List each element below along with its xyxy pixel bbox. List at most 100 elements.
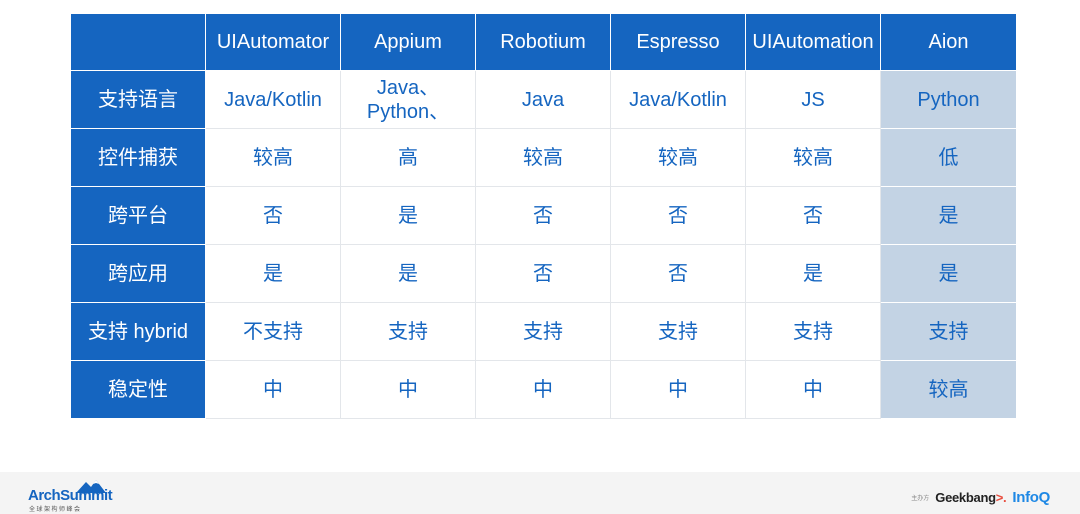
geekbang-logo-text: Geekbang [935, 489, 996, 505]
cell-text: Java/Kotlin [629, 88, 727, 111]
cell-text: 是 [938, 204, 959, 227]
table-cell: 较高 [610, 128, 746, 187]
table-cell: Java、 Python、 [340, 70, 476, 129]
table-row: 支持语言 Java/Kotlin Java、 Python、 Java Java/Kotl… [70, 70, 1017, 129]
cell-text: 较高 [253, 146, 293, 169]
table-cell: 是 [745, 244, 881, 303]
cell-text: 支持 [658, 320, 698, 343]
cell-text: 中 [533, 378, 553, 401]
table-cell: Java/Kotlin [610, 70, 746, 129]
cell-text: 支持 [928, 320, 969, 343]
organizer-caption: 主办方 [911, 495, 930, 502]
column-header: Appium [340, 13, 476, 71]
table-cell: 中 [745, 360, 881, 419]
cell-text: 是 [398, 204, 418, 227]
column-header: UIAutomator [205, 13, 341, 71]
table-cell-highlighted: Python [880, 70, 1017, 129]
table-cell: 否 [610, 186, 746, 245]
cell-text: 否 [803, 204, 823, 227]
table-row: 跨应用 是 是 否 否 是 是 [70, 244, 1017, 303]
table-cell-highlighted: 是 [880, 244, 1017, 303]
cell-text: 支持 [523, 320, 563, 343]
table-cell: 中 [205, 360, 341, 419]
cell-text: 中 [263, 378, 283, 401]
archsummit-logo-text: ArchSummit [28, 487, 113, 504]
row-header: 跨平台 [70, 186, 206, 245]
cell-text: 中 [668, 378, 688, 401]
cell-text: 否 [533, 204, 553, 227]
table-cell: 高 [340, 128, 476, 187]
archsummit-logo-subtext: 全球架构师峰会 [29, 507, 82, 513]
table-cell: 是 [340, 186, 476, 245]
cell-text: 中 [803, 378, 823, 401]
table-cell: 支持 [340, 302, 476, 361]
table-cell: 否 [610, 244, 746, 303]
cell-text: 低 [938, 146, 959, 169]
partner-logos: 主办方 Geekbang>. InfoQ [911, 487, 1050, 507]
cell-text: 是 [938, 262, 959, 285]
row-header: 控件捕获 [70, 128, 206, 187]
table-cell: 否 [745, 186, 881, 245]
geekbang-logo: Geekbang>. [935, 490, 1006, 505]
table-cell: 中 [610, 360, 746, 419]
geekbang-logo-mark: >. [995, 489, 1007, 505]
table-cell: 不支持 [205, 302, 341, 361]
table-row: 跨平台 否 是 否 否 否 是 [70, 186, 1017, 245]
table-cell: 支持 [475, 302, 611, 361]
table-cell: 较高 [475, 128, 611, 187]
table-cell: JS [745, 70, 881, 129]
cell-text: 否 [668, 204, 688, 227]
archsummit-logo: ArchSummit 全球架构师峰会 [28, 479, 120, 513]
table-cell: 否 [205, 186, 341, 245]
comparison-table: UIAutomator Appium Robotium Espresso UIA… [70, 13, 1017, 419]
table-cell: 是 [205, 244, 341, 303]
table-cell: Java/Kotlin [205, 70, 341, 129]
cell-text: 是 [263, 262, 283, 285]
table-cell-highlighted: 支持 [880, 302, 1017, 361]
cell-text: 较高 [523, 146, 563, 169]
table-cell: 是 [340, 244, 476, 303]
cell-text: 中 [398, 378, 418, 401]
cell-text: Python [917, 88, 980, 111]
table-cell: 否 [475, 244, 611, 303]
cell-text: 较高 [658, 146, 698, 169]
infoq-logo: InfoQ [1012, 488, 1050, 506]
table-row: 稳定性 中 中 中 中 中 较高 [70, 360, 1017, 419]
cell-text: 支持 [388, 320, 428, 343]
table-cell: 否 [475, 186, 611, 245]
corner-cell [70, 13, 206, 71]
table-cell: 较高 [745, 128, 881, 187]
cell-text: 高 [398, 146, 418, 169]
table-cell: 支持 [610, 302, 746, 361]
table-cell: 较高 [205, 128, 341, 187]
table-cell: Java [475, 70, 611, 129]
table-row: 支持 hybrid 不支持 支持 支持 支持 支持 支持 [70, 302, 1017, 361]
cell-text: 不支持 [243, 320, 303, 343]
table-cell: 支持 [745, 302, 881, 361]
table-cell-highlighted: 低 [880, 128, 1017, 187]
table-cell: 中 [475, 360, 611, 419]
row-header: 稳定性 [70, 360, 206, 419]
cell-text: 是 [398, 262, 418, 285]
footer-bar [0, 472, 1080, 514]
header-row: UIAutomator Appium Robotium Espresso UIA… [70, 13, 1017, 71]
row-header: 跨应用 [70, 244, 206, 303]
table-body: 支持语言 Java/Kotlin Java、 Python、 Java Java/Kotl… [70, 70, 1017, 419]
row-header: 支持语言 [70, 70, 206, 129]
column-header: Robotium [475, 13, 611, 71]
column-header-highlighted: Aion [880, 13, 1017, 71]
table-row: 控件捕获 较高 高 较高 较高 较高 低 [70, 128, 1017, 187]
column-header: UIAutomation [745, 13, 881, 71]
cell-text: 较高 [793, 146, 833, 169]
table-cell-highlighted: 是 [880, 186, 1017, 245]
cell-text: Java/Kotlin [224, 88, 322, 111]
cell-text: 支持 [793, 320, 833, 343]
cell-text: Java [521, 88, 565, 111]
cell-text: Python、 [366, 100, 450, 123]
column-header: Espresso [610, 13, 746, 71]
cell-text: Java、 [376, 76, 440, 99]
cell-text: 否 [668, 262, 688, 285]
row-header: 支持 hybrid [70, 302, 206, 361]
cell-text: 否 [533, 262, 553, 285]
